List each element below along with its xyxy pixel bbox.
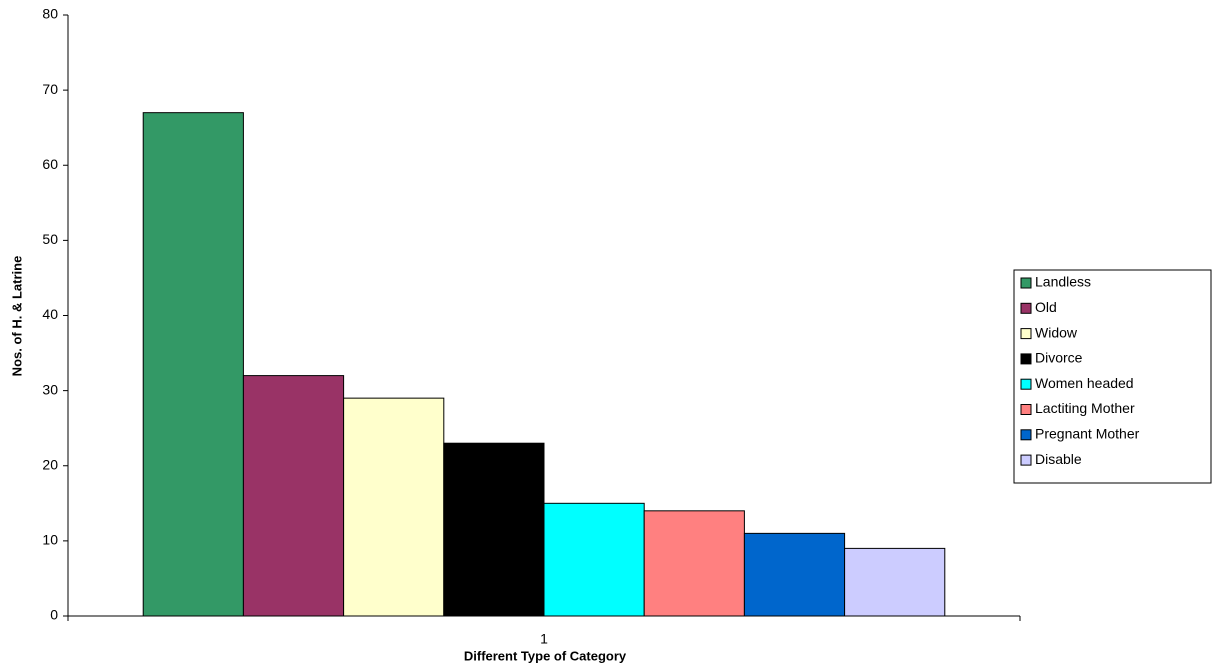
bar [643, 510, 745, 617]
legend-swatch [1020, 429, 1032, 441]
legend-swatch [1020, 302, 1032, 314]
legend-label: Divorce [1035, 350, 1083, 366]
y-tick-label: 30 [42, 381, 58, 397]
y-tick-label: 0 [50, 607, 58, 623]
legend-swatch [1020, 277, 1032, 289]
bar [543, 502, 645, 617]
legend-swatch [1020, 404, 1032, 415]
bar [242, 375, 345, 617]
legend-label: Disable [1035, 451, 1082, 467]
legend-label: Widow [1035, 324, 1078, 340]
legend-label: Lactiting Mother [1035, 400, 1135, 416]
bar [142, 112, 244, 617]
x-axis-label: Different Type of Category [464, 648, 627, 663]
y-tick-label: 80 [42, 6, 58, 22]
legend-label: Landless [1035, 274, 1091, 290]
y-tick-label: 60 [42, 156, 58, 172]
y-tick-label: 10 [42, 532, 58, 548]
y-tick-label: 50 [42, 231, 58, 247]
y-tick-label: 20 [42, 456, 58, 472]
bar [443, 442, 545, 617]
legend-box [1013, 269, 1212, 484]
legend-label: Old [1035, 299, 1057, 315]
bar [743, 532, 846, 617]
legend-swatch [1020, 378, 1032, 390]
legend-swatch [1020, 454, 1032, 466]
bar [343, 397, 445, 617]
y-axis-label: Nos. of H. & Latrine [9, 256, 24, 377]
legend-swatch [1020, 328, 1032, 340]
legend-label: Pregnant Mother [1035, 426, 1140, 442]
x-tick-label: 1 [540, 631, 548, 647]
legend-swatch [1020, 353, 1032, 365]
y-tick-label: 70 [42, 81, 58, 97]
legend-label: Women headed [1035, 375, 1134, 391]
y-tick-label: 40 [42, 306, 58, 322]
bar [844, 547, 946, 617]
